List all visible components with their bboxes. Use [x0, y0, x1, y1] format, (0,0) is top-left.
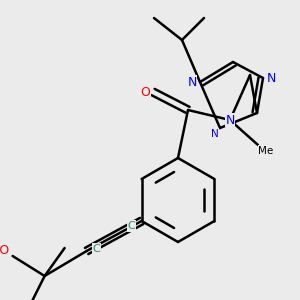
Text: N: N — [266, 71, 276, 85]
Text: C: C — [128, 221, 136, 231]
Text: N: N — [187, 76, 197, 88]
Text: HO: HO — [0, 244, 10, 257]
Text: Me: Me — [258, 146, 274, 156]
Text: N: N — [225, 113, 235, 127]
Text: C: C — [93, 244, 101, 254]
Text: N: N — [211, 129, 219, 139]
Text: O: O — [140, 85, 150, 98]
